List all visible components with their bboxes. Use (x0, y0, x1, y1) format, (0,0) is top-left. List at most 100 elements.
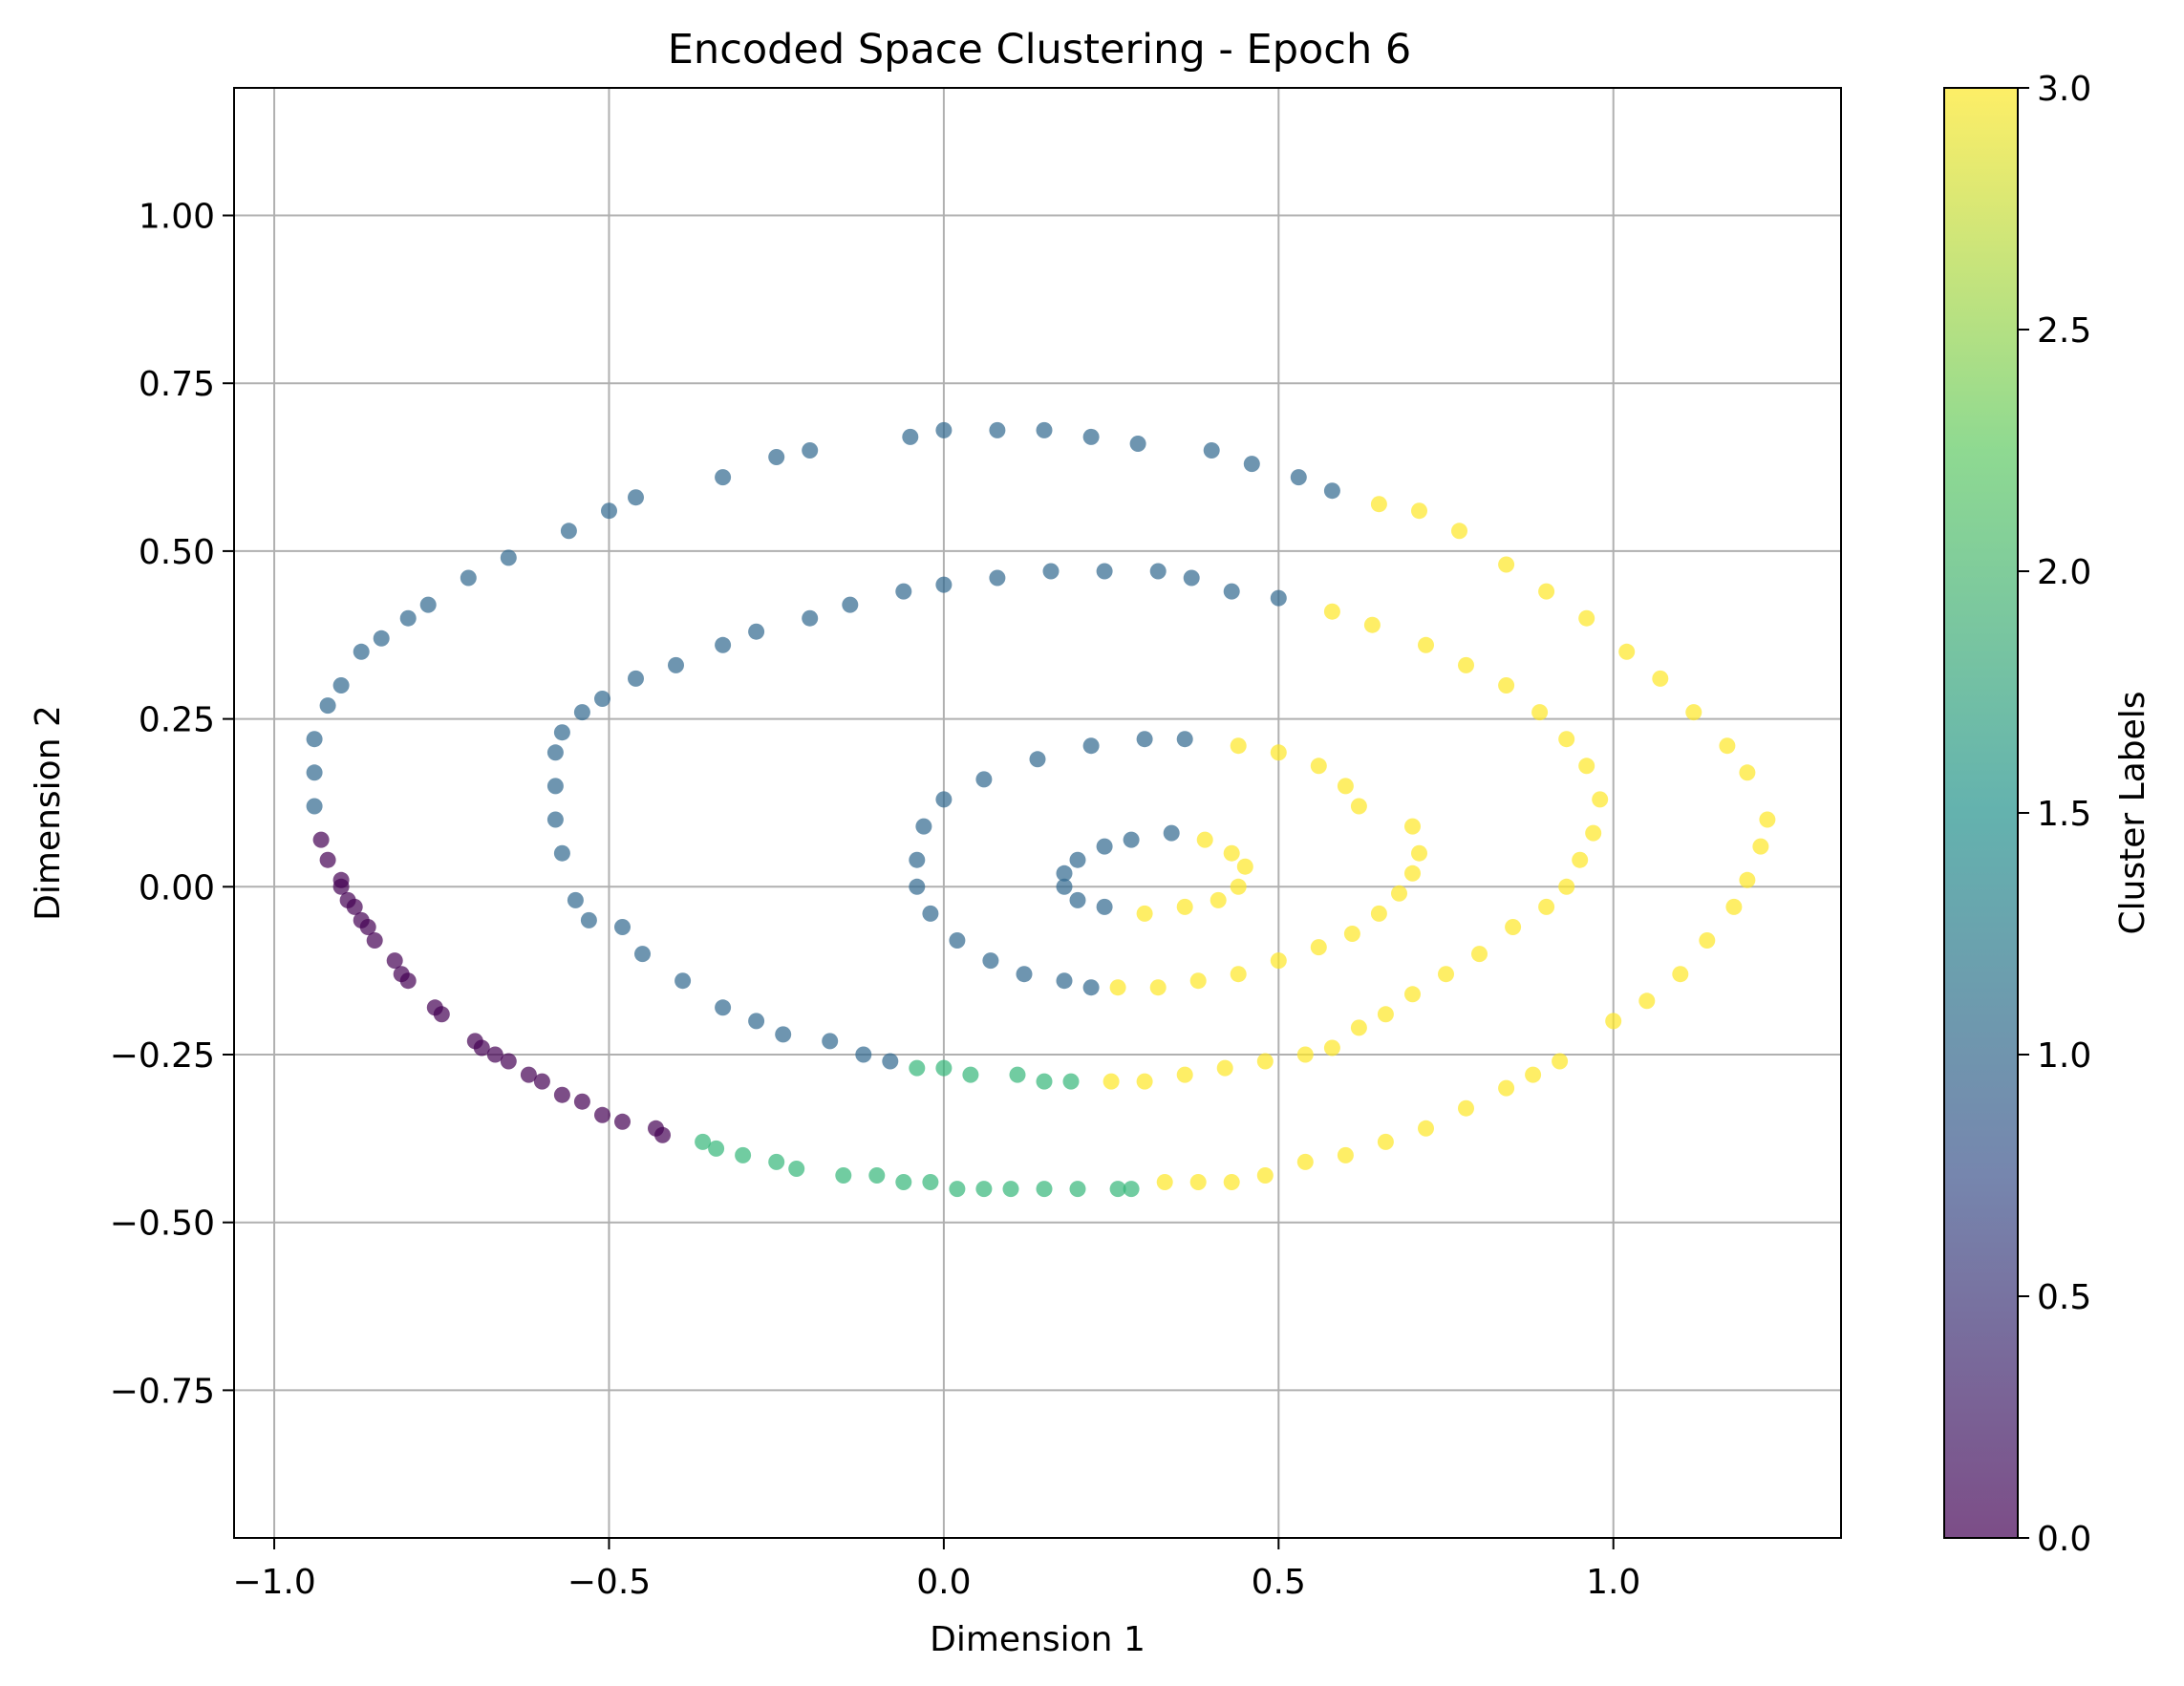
scatter-point (1096, 898, 1113, 915)
scatter-point (386, 952, 403, 970)
scatter-point (1123, 831, 1140, 848)
scatter-point (1370, 496, 1387, 513)
scatter-point (306, 798, 323, 815)
colorbar-tick-label: 0.0 (2037, 1520, 2091, 1559)
scatter-point (366, 932, 383, 949)
scatter-point (573, 1093, 590, 1110)
scatter-point (842, 596, 859, 613)
scatter-point (895, 583, 912, 600)
scatter-point (882, 1053, 899, 1070)
scatter-point (922, 1174, 939, 1190)
x-tick-label: 0.0 (916, 1563, 971, 1602)
scatter-point (319, 697, 336, 715)
scatter-point (1498, 677, 1515, 694)
scatter-point (1223, 583, 1240, 600)
scatter-point (735, 1146, 752, 1163)
scatter-point (1270, 744, 1287, 761)
scatter-point (1370, 905, 1387, 922)
scatter-point (1270, 589, 1287, 607)
scatter-point (1458, 1099, 1474, 1117)
scatter-point (1243, 456, 1260, 473)
scatter-point (1323, 1039, 1340, 1056)
x-tick-label: 1.0 (1586, 1563, 1640, 1602)
scatter-point (935, 791, 953, 808)
colorbar-gradient (1944, 88, 2018, 1538)
scatter-point (802, 609, 819, 627)
colorbar-tick-label: 2.5 (2037, 311, 2091, 351)
scatter-point (1210, 891, 1227, 908)
scatter-point (1411, 502, 1427, 520)
scatter-point (1725, 898, 1743, 915)
scatter-point (553, 1086, 570, 1103)
scatter-point (1310, 939, 1327, 956)
scatter-point (1558, 878, 1575, 895)
scatter-point (359, 919, 376, 935)
scatter-point (1363, 616, 1381, 633)
scatter-point (1672, 966, 1689, 983)
y-tick-label: 0.75 (139, 365, 215, 404)
scatter-point (1505, 919, 1522, 935)
scatter-point (1605, 1013, 1622, 1030)
scatter-point (822, 1033, 839, 1050)
scatter-point (1552, 1053, 1569, 1070)
scatter-point (715, 469, 732, 486)
scatter-point (1572, 851, 1589, 868)
scatter-point (1652, 670, 1669, 687)
scatter-point (1739, 764, 1756, 781)
scatter-point (1036, 421, 1053, 438)
scatter-point (1056, 878, 1073, 895)
scatter-point (567, 891, 584, 908)
scatter-point (594, 1106, 610, 1123)
scatter-point (560, 523, 577, 540)
scatter-points (306, 421, 1776, 1198)
scatter-point (1458, 656, 1474, 673)
scatter-point (553, 844, 570, 862)
scatter-point (915, 818, 932, 835)
scatter-point (748, 1013, 765, 1030)
scatter-point (473, 1039, 490, 1056)
y-tick-label: 1.00 (139, 198, 215, 237)
scatter-point (1036, 1181, 1053, 1198)
scatter-point (1296, 1153, 1314, 1170)
y-axis-ticks: −0.75 −0.50 −0.25 0.00 0.25 0.50 0.75 1.00 (110, 198, 234, 1411)
scatter-point (949, 932, 966, 949)
scatter-point (1016, 966, 1033, 983)
scatter-point (1558, 731, 1575, 748)
scatter-point (1531, 704, 1549, 721)
scatter-point (1411, 844, 1427, 862)
scatter-point (1042, 563, 1060, 580)
scatter-point (1236, 858, 1253, 875)
scatter-point (1149, 979, 1167, 996)
scatter-point (1069, 891, 1086, 908)
scatter-point (1578, 609, 1595, 627)
y-tick-label: −0.50 (110, 1205, 215, 1244)
scatter-point (594, 691, 610, 707)
colorbar-tick-label: 1.0 (2037, 1036, 2091, 1076)
scatter-point (1438, 966, 1454, 983)
scatter-point (1176, 1066, 1193, 1083)
scatter-point (1176, 898, 1193, 915)
scatter-point (1404, 864, 1421, 882)
plot-area: −1.0 −0.5 0.0 0.5 1.0 −0.75 −0.50 −0.25 0.00 0.2… (110, 87, 1842, 1602)
scatter-point (1343, 926, 1360, 942)
plot-frame (233, 87, 1842, 1539)
scatter-point (346, 898, 363, 915)
scatter-point (1290, 469, 1307, 486)
scatter-point (768, 1153, 785, 1170)
scatter-point (1082, 737, 1100, 755)
chart-title: Encoded Space Clustering - Epoch 6 (668, 26, 1411, 74)
scatter-point (962, 1066, 979, 1083)
scatter-point (1103, 1073, 1120, 1090)
scatter-point (1350, 798, 1367, 815)
scatter-point (1183, 569, 1200, 587)
scatter-point (1196, 831, 1213, 848)
scatter-point (1699, 932, 1716, 949)
scatter-point (1082, 979, 1100, 996)
scatter-point (1685, 704, 1702, 721)
scatter-point (614, 919, 631, 935)
scatter-point (1136, 905, 1153, 922)
scatter-point (788, 1161, 805, 1177)
scatter-point (399, 609, 417, 627)
scatter-point (500, 549, 517, 566)
scatter-point (708, 1140, 725, 1157)
